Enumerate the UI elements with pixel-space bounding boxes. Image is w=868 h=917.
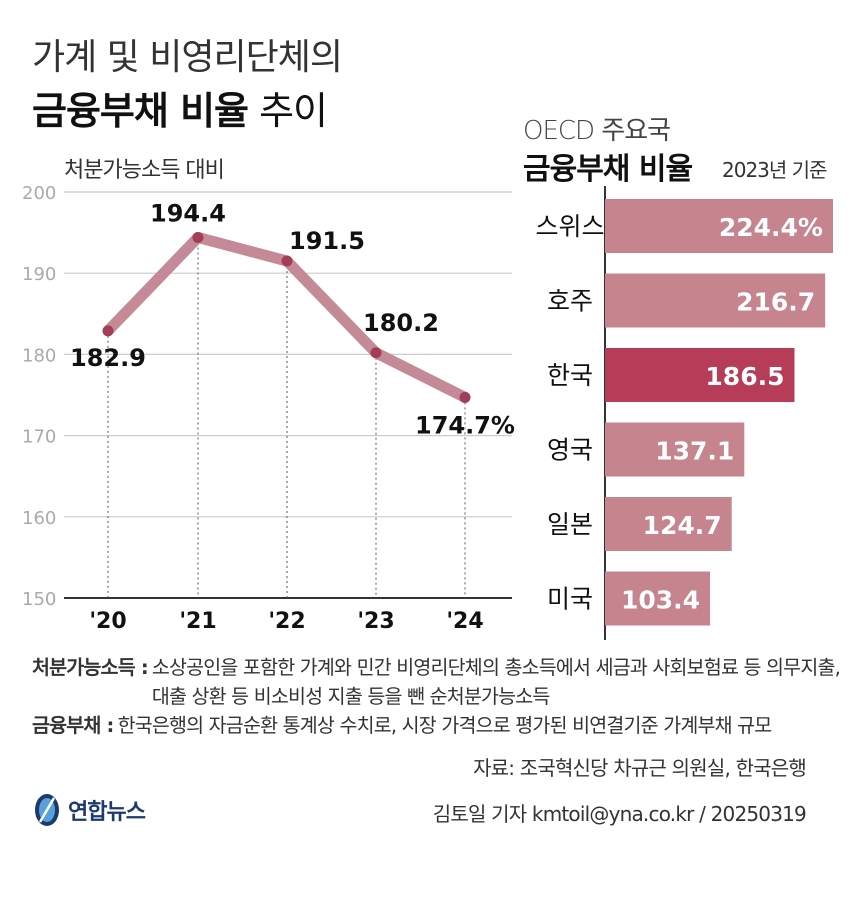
x-tick-label: '22 (268, 609, 305, 634)
data-label: 174.7% (415, 411, 515, 439)
title-bold: 금융부채 비율 (32, 89, 249, 133)
bar (605, 199, 833, 253)
data-point (370, 347, 382, 359)
x-tick-label: '24 (446, 609, 483, 634)
title-light: 추이 (259, 89, 328, 133)
bar-category-label: 한국 (547, 361, 593, 390)
bar-category-label: 일본 (547, 510, 593, 539)
data-label: 194.4 (150, 199, 226, 227)
bar-chart-basis: 2023년 기준 (722, 158, 827, 182)
data-label: 191.5 (289, 227, 365, 255)
bar-value-label: 103.4 (621, 586, 700, 615)
bar-value-label: 186.5 (705, 362, 784, 391)
data-label: 180.2 (363, 309, 439, 337)
note-term: 처분가능소득 : (32, 656, 149, 679)
data-point (281, 255, 293, 267)
bar (605, 571, 711, 626)
y-tick-label: 180 (22, 345, 56, 366)
oecd-label: OECD 주요국 (523, 116, 671, 146)
bar-category-label: 미국 (547, 585, 593, 614)
y-tick-label: 190 (22, 264, 56, 285)
page-title: 금융부채 비율 추이 (32, 80, 328, 135)
note-text: 소상공인을 포함한 가계와 민간 비영리단체의 총소득에서 세금과 사회보험료 … (151, 656, 841, 708)
y-tick-label: 160 (22, 508, 56, 529)
credit: 김토일 기자 kmtoil@yna.co.kr / 20250319 (432, 802, 807, 826)
note-term: 금융부채 : (32, 714, 114, 737)
yonhap-logo-icon (35, 794, 59, 826)
logo: 연합뉴스 (32, 792, 146, 828)
y-tick-label: 200 (22, 183, 56, 204)
bar-category-label: 스위스 (535, 212, 604, 241)
bar-value-label: 124.7 (643, 511, 722, 540)
x-tick-label: '21 (179, 609, 216, 634)
data-point (192, 231, 204, 243)
bar-chart: 스위스 224.4% 호주 216.7 한국 186.5 영국 137.1 일본 124.7 미국 1… (535, 186, 833, 640)
y-tick-label: 170 (22, 427, 56, 448)
x-tick-label: '23 (357, 609, 394, 634)
line-chart-subtitle: 처분가능소득 대비 (64, 158, 225, 183)
note-row: 처분가능소득 : 소상공인을 포함한 가계와 민간 비영리단체의 총소득에서 세… (32, 653, 852, 711)
bar (605, 422, 745, 477)
line-chart: 200 190 180 170 160 150 182.9 194.4 191.5 180.2 17… (22, 183, 515, 634)
bar (605, 497, 732, 551)
bar-value-label: 137.1 (655, 437, 734, 466)
data-label: 182.9 (70, 344, 146, 372)
source: 자료: 조국혁신당 차규근 의원실, 한국은행 (473, 756, 807, 780)
bar-chart-title: 금융부채 비율 (523, 152, 693, 187)
note-row: 금융부채 : 한국은행의 자금순환 통계상 수치로, 시장 가격으로 평가된 비… (32, 711, 852, 740)
x-tick-label: '20 (89, 609, 126, 634)
bar-category-label: 호주 (547, 287, 593, 316)
bar-value-label: 216.7 (736, 288, 815, 317)
notes: 처분가능소득 : 소상공인을 포함한 가계와 민간 비영리단체의 총소득에서 세… (32, 653, 852, 740)
logo-text: 연합뉴스 (68, 800, 146, 825)
data-point (459, 391, 471, 403)
bar-category-label: 영국 (547, 436, 593, 465)
note-text: 한국은행의 자금순환 통계상 수치로, 시장 가격으로 평가된 비연결기준 가계… (117, 714, 773, 737)
title-line1: 가계 및 비영리단체의 (32, 37, 343, 78)
data-point (102, 325, 114, 337)
bar (605, 273, 826, 328)
bar (605, 348, 795, 402)
y-tick-label: 150 (22, 589, 56, 610)
bar-value-label: 224.4% (719, 213, 823, 242)
